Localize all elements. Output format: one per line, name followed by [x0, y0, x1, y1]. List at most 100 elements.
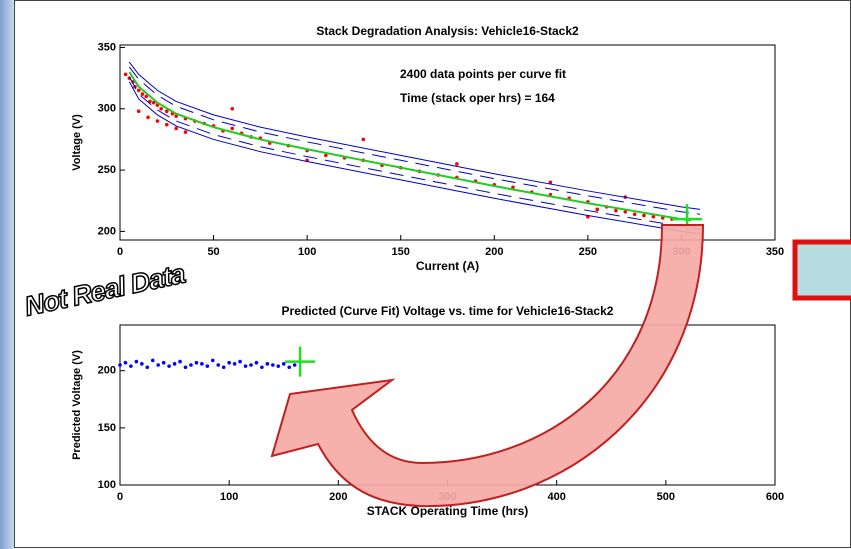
- data-point: [194, 360, 199, 365]
- x-tick-label: 150: [392, 246, 410, 258]
- y-axis-label: Predicted Voltage (V): [71, 350, 83, 460]
- chart-title: Stack Degradation Analysis: Vehicle16-St…: [316, 24, 579, 38]
- fit-line: [128, 81, 701, 235]
- x-tick-label: 50: [207, 246, 219, 258]
- y-tick-label: 200: [98, 225, 116, 237]
- y-tick-label: 250: [98, 164, 116, 176]
- data-point: [642, 213, 646, 218]
- data-point: [156, 363, 161, 367]
- data-point: [136, 109, 141, 114]
- plots: Stack Degradation Analysis: Vehicle16-St…: [71, 24, 784, 518]
- x-tick-label: 500: [657, 491, 675, 503]
- data-point: [174, 114, 178, 118]
- x-tick-label: 0: [117, 491, 123, 503]
- data-point: [167, 364, 171, 368]
- data-point: [227, 360, 231, 365]
- data-point: [174, 126, 178, 131]
- data-point: [455, 162, 459, 166]
- data-point: [129, 364, 133, 368]
- data-point: [230, 126, 235, 131]
- data-point: [183, 130, 188, 134]
- fit-line: [128, 66, 701, 215]
- data-point: [511, 185, 515, 190]
- data-point: [183, 365, 188, 370]
- data-point: [324, 153, 328, 158]
- chart-title: Predicted (Curve Fit) Voltage vs. time f…: [282, 304, 614, 318]
- data-point: [287, 365, 292, 370]
- data-point: [200, 362, 204, 366]
- x-tick-label: 100: [220, 491, 238, 503]
- data-point: [276, 364, 281, 368]
- data-point: [140, 92, 145, 96]
- y-tick-label: 100: [98, 479, 116, 491]
- annotation: 2400 data points per curve fit: [400, 67, 566, 81]
- data-point: [216, 363, 221, 367]
- x-tick-label: 0: [117, 246, 123, 258]
- data-point: [146, 115, 150, 120]
- y-axis-label: Voltage (V): [71, 114, 83, 171]
- data-point: [205, 364, 210, 368]
- plot-area: [119, 44, 776, 241]
- data-point: [118, 363, 122, 367]
- data-point: [548, 180, 553, 185]
- data-point: [155, 119, 160, 123]
- fit-line: [128, 76, 701, 230]
- data-point: [595, 207, 600, 212]
- y-tick-label: 150: [98, 422, 116, 434]
- fit-line: [128, 71, 691, 222]
- annotation: Time (stack oper hrs) = 164: [400, 91, 555, 105]
- data-point: [164, 109, 169, 114]
- data-point: [145, 365, 150, 370]
- data-point: [651, 214, 656, 219]
- x-tick-label: 100: [298, 246, 316, 258]
- data-point: [151, 100, 156, 105]
- data-point: [361, 137, 366, 142]
- data-point: [221, 365, 226, 370]
- data-point: [189, 363, 193, 367]
- data-point: [159, 106, 163, 111]
- y-tick-label: 300: [98, 103, 116, 115]
- data-point: [161, 360, 166, 365]
- data-point: [136, 88, 141, 93]
- current-point: [285, 346, 316, 377]
- data-point: [123, 72, 128, 77]
- data-point: [134, 359, 139, 364]
- y-tick-label: 200: [98, 365, 116, 377]
- data-point: [232, 362, 237, 366]
- x-tick-label: 200: [329, 491, 347, 503]
- data-point: [614, 208, 618, 213]
- x-tick-label: 400: [547, 491, 565, 503]
- x-tick-label: 600: [766, 491, 784, 503]
- data-point: [140, 362, 144, 366]
- data-point: [230, 106, 235, 111]
- x-tick-label: 200: [485, 246, 503, 258]
- data-point: [249, 363, 253, 367]
- data-point: [144, 94, 148, 99]
- data-point: [150, 358, 155, 363]
- arrow: [270, 224, 705, 508]
- data-point: [238, 359, 242, 364]
- x-tick-label: 350: [766, 246, 784, 258]
- data-point: [123, 360, 128, 365]
- data-point: [178, 359, 182, 364]
- data-point: [243, 364, 248, 368]
- data-point: [260, 365, 264, 370]
- data-point: [292, 363, 297, 367]
- data-point: [172, 362, 177, 366]
- data-point: [623, 209, 628, 214]
- data-point: [210, 358, 215, 363]
- data-point: [281, 362, 286, 366]
- fit-line: [128, 61, 701, 210]
- data-point: [632, 212, 637, 217]
- side-box: [792, 239, 851, 301]
- data-point: [265, 362, 270, 366]
- x-axis-label: STACK Operating Time (hrs): [367, 504, 529, 518]
- x-axis-label: Current (A): [416, 259, 479, 273]
- side-strip: [0, 0, 14, 549]
- y-tick-label: 350: [98, 41, 116, 53]
- data-point: [271, 363, 275, 367]
- x-tick-label: 250: [579, 246, 597, 258]
- data-point: [254, 360, 259, 365]
